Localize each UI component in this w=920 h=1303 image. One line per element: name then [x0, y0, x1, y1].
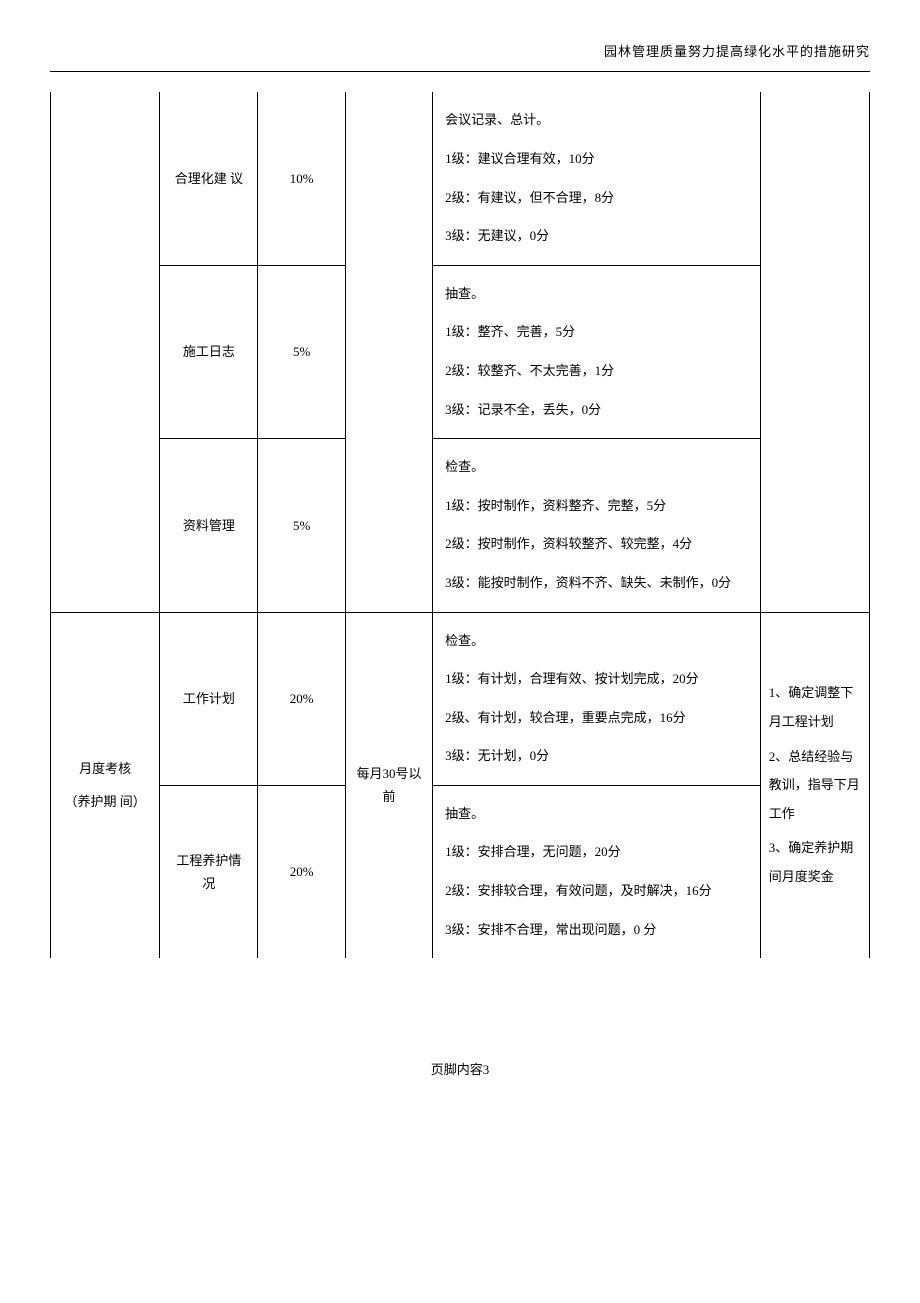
criteria-line: 抽查。	[445, 800, 748, 829]
criteria-line: 1级：建议合理有效，10分	[445, 145, 748, 174]
criteria-line: 2级：安排较合理，有效问题，及时解决，16分	[445, 877, 748, 906]
criteria-line: 2级：有建议，但不合理，8分	[445, 184, 748, 213]
table-row: 施工日志 5% 抽查。 1级：整齐、完善，5分 2级：较整齐、不太完善，1分 3…	[51, 265, 870, 438]
item-cell: 工程养护情况	[160, 785, 258, 958]
criteria-cell: 检查。 1级：按时制作，资料整齐、完整，5分 2级：按时制作，资料较整齐、较完整…	[433, 439, 761, 612]
weight-cell: 20%	[258, 612, 345, 785]
criteria-cell: 检查。 1级：有计划，合理有效、按计划完成，20分 2级、有计划，较合理，重要点…	[433, 612, 761, 785]
criteria-cell: 会议记录、总计。 1级：建议合理有效，10分 2级：有建议，但不合理，8分 3级…	[433, 92, 761, 265]
category-label: 月度考核	[61, 757, 149, 780]
item-cell: 资料管理	[160, 439, 258, 612]
item-cell: 工作计划	[160, 612, 258, 785]
criteria-line: 1级：整齐、完善，5分	[445, 318, 748, 347]
criteria-line: 1级：按时制作，资料整齐、完整，5分	[445, 492, 748, 521]
weight-cell: 10%	[258, 92, 345, 265]
criteria-line: 会议记录、总计。	[445, 106, 748, 135]
note-item: 2、总结经验与教训，指导下月工作	[769, 743, 861, 829]
note-item: 3、确定养护期间月度奖金	[769, 834, 861, 891]
page-footer: 页脚内容3	[50, 1058, 870, 1081]
category-cell: 月度考核 （养护期 间）	[51, 612, 160, 958]
criteria-line: 2级：按时制作，资料较整齐、较完整，4分	[445, 530, 748, 559]
page-header: 园林管理质量努力提高绿化水平的措施研究	[50, 40, 870, 72]
weight-cell: 5%	[258, 265, 345, 438]
notes-cell: 1、确定调整下月工程计划 2、总结经验与教训，指导下月工作 3、确定养护期间月度…	[760, 612, 869, 958]
criteria-cell: 抽查。 1级：整齐、完善，5分 2级：较整齐、不太完善，1分 3级：记录不全，丢…	[433, 265, 761, 438]
notes-cell	[760, 92, 869, 612]
criteria-line: 检查。	[445, 453, 748, 482]
header-title: 园林管理质量努力提高绿化水平的措施研究	[604, 44, 870, 59]
criteria-cell: 抽查。 1级：安排合理，无问题，20分 2级：安排较合理，有效问题，及时解决，1…	[433, 785, 761, 958]
timing-cell: 每月30号以前	[345, 612, 432, 958]
table-row: 月度考核 （养护期 间） 工作计划 20% 每月30号以前 检查。 1级：有计划…	[51, 612, 870, 785]
weight-cell: 5%	[258, 439, 345, 612]
timing-cell	[345, 92, 432, 612]
category-cell	[51, 92, 160, 612]
criteria-line: 3级：安排不合理，常出现问题，0 分	[445, 916, 748, 945]
criteria-line: 1级：有计划，合理有效、按计划完成，20分	[445, 665, 748, 694]
criteria-line: 2级：较整齐、不太完善，1分	[445, 357, 748, 386]
footer-text: 页脚内容3	[431, 1062, 490, 1077]
criteria-line: 1级：安排合理，无问题，20分	[445, 838, 748, 867]
criteria-line: 抽查。	[445, 280, 748, 309]
assessment-table: 合理化建 议 10% 会议记录、总计。 1级：建议合理有效，10分 2级：有建议…	[50, 92, 870, 958]
category-sub-label: （养护期 间）	[61, 790, 149, 813]
criteria-line: 3级：记录不全，丢失，0分	[445, 396, 748, 425]
note-item: 1、确定调整下月工程计划	[769, 679, 861, 736]
table-row: 工程养护情况 20% 抽查。 1级：安排合理，无问题，20分 2级：安排较合理，…	[51, 785, 870, 958]
weight-cell: 20%	[258, 785, 345, 958]
criteria-line: 3级：无建议，0分	[445, 222, 748, 251]
item-cell: 施工日志	[160, 265, 258, 438]
table-row: 合理化建 议 10% 会议记录、总计。 1级：建议合理有效，10分 2级：有建议…	[51, 92, 870, 265]
criteria-line: 3级：无计划，0分	[445, 742, 748, 771]
criteria-line: 检查。	[445, 627, 748, 656]
criteria-line: 3级：能按时制作，资料不齐、缺失、未制作，0分	[445, 569, 748, 598]
table-row: 资料管理 5% 检查。 1级：按时制作，资料整齐、完整，5分 2级：按时制作，资…	[51, 439, 870, 612]
criteria-line: 2级、有计划，较合理，重要点完成，16分	[445, 704, 748, 733]
item-cell: 合理化建 议	[160, 92, 258, 265]
